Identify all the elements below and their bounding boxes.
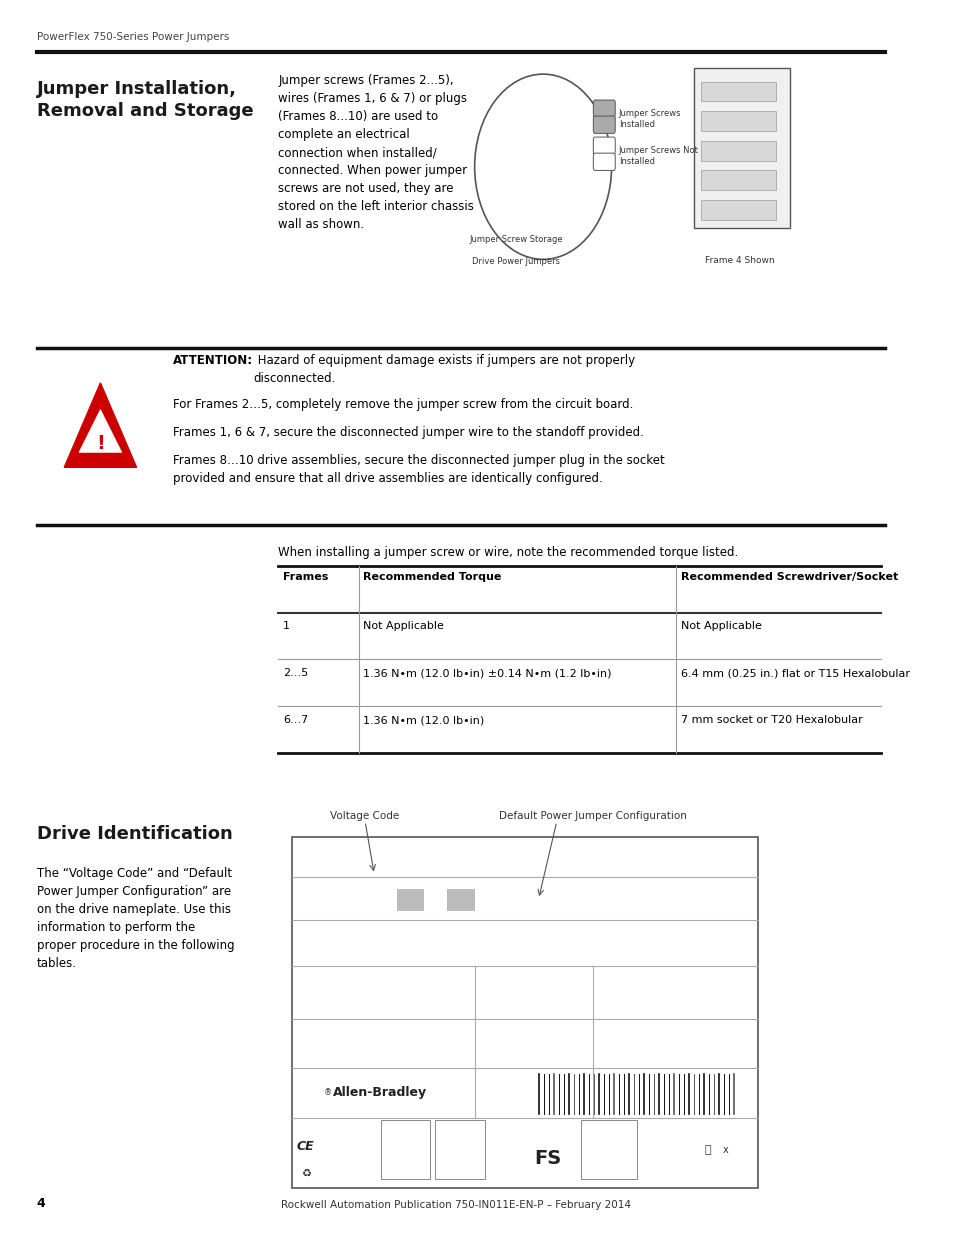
Text: 4: 4	[36, 1197, 45, 1210]
Text: 2…5: 2…5	[283, 668, 308, 678]
Text: Drive Identification: Drive Identification	[36, 825, 232, 844]
Text: Recommended Torque: Recommended Torque	[363, 572, 501, 582]
Text: Frame 4 Shown: Frame 4 Shown	[704, 256, 774, 264]
FancyBboxPatch shape	[700, 170, 775, 190]
Text: Jumper Screw Storage: Jumper Screw Storage	[469, 235, 562, 243]
FancyBboxPatch shape	[580, 1120, 637, 1179]
Text: For Frames 2…5, completely remove the jumper screw from the circuit board.: For Frames 2…5, completely remove the ju…	[173, 398, 633, 411]
Text: 6…7: 6…7	[283, 715, 308, 725]
FancyBboxPatch shape	[593, 100, 615, 117]
Text: ATTENTION:: ATTENTION:	[173, 354, 253, 368]
FancyBboxPatch shape	[292, 837, 757, 1188]
Text: 1.36 N•m (12.0 lb•in): 1.36 N•m (12.0 lb•in)	[363, 715, 484, 725]
Text: Drive Power Jumpers: Drive Power Jumpers	[471, 257, 559, 266]
Text: Allen-Bradley: Allen-Bradley	[333, 1087, 427, 1099]
Text: Recommended Screwdriver/Socket: Recommended Screwdriver/Socket	[680, 572, 898, 582]
FancyBboxPatch shape	[396, 889, 424, 911]
Text: ♻: ♻	[300, 1168, 311, 1178]
FancyBboxPatch shape	[700, 141, 775, 161]
Text: CE: CE	[296, 1140, 314, 1152]
FancyBboxPatch shape	[435, 1120, 484, 1179]
Text: Frames 8…10 drive assemblies, secure the disconnected jumper plug in the socket
: Frames 8…10 drive assemblies, secure the…	[173, 454, 664, 485]
Text: The “Voltage Code” and “Default
Power Jumper Configuration” are
on the drive nam: The “Voltage Code” and “Default Power Ju…	[36, 867, 233, 969]
Text: 7 mm socket or T20 Hexalobular: 7 mm socket or T20 Hexalobular	[680, 715, 862, 725]
Text: Frames: Frames	[283, 572, 328, 582]
Text: FS: FS	[534, 1149, 560, 1168]
Text: 1.36 N•m (12.0 lb•in) ±0.14 N•m (1.2 lb•in): 1.36 N•m (12.0 lb•in) ±0.14 N•m (1.2 lb•…	[363, 668, 611, 678]
Text: Not Applicable: Not Applicable	[680, 621, 761, 631]
Text: PowerFlex 750-Series Power Jumpers: PowerFlex 750-Series Power Jumpers	[36, 32, 229, 42]
FancyBboxPatch shape	[693, 68, 789, 228]
Text: 1: 1	[283, 621, 290, 631]
Text: Default Power Jumper Configuration: Default Power Jumper Configuration	[498, 811, 686, 821]
Text: Jumper Installation,
Removal and Storage: Jumper Installation, Removal and Storage	[36, 80, 253, 121]
Text: Hazard of equipment damage exists if jumpers are not properly
disconnected.: Hazard of equipment damage exists if jum…	[253, 354, 634, 385]
Text: Ⓔ: Ⓔ	[703, 1145, 710, 1155]
FancyBboxPatch shape	[700, 200, 775, 220]
FancyBboxPatch shape	[593, 153, 615, 170]
Text: Jumper screws (Frames 2...5),
wires (Frames 1, 6 & 7) or plugs
(Frames 8...10) a: Jumper screws (Frames 2...5), wires (Fra…	[278, 74, 474, 231]
Text: When installing a jumper screw or wire, note the recommended torque listed.: When installing a jumper screw or wire, …	[278, 546, 738, 559]
FancyBboxPatch shape	[700, 82, 775, 101]
Text: Voltage Code: Voltage Code	[330, 811, 399, 821]
Polygon shape	[79, 410, 122, 452]
Text: Frames 1, 6 & 7, secure the disconnected jumper wire to the standoff provided.: Frames 1, 6 & 7, secure the disconnected…	[173, 426, 643, 440]
Text: x: x	[722, 1145, 728, 1155]
FancyBboxPatch shape	[700, 111, 775, 131]
Text: TUV: TUV	[453, 1166, 467, 1171]
FancyBboxPatch shape	[380, 1120, 430, 1179]
Text: 6.4 mm (0.25 in.) flat or T15 Hexalobular: 6.4 mm (0.25 in.) flat or T15 Hexalobula…	[680, 668, 909, 678]
Text: Rockwell Automation Publication 750-IN011E-EN-P – February 2014: Rockwell Automation Publication 750-IN01…	[281, 1200, 631, 1210]
Text: TUV: TUV	[602, 1166, 617, 1171]
Text: TUV: TUV	[397, 1166, 412, 1171]
Text: Jumper Screws
Installed: Jumper Screws Installed	[618, 109, 680, 128]
Text: Jumper Screws Not
Installed: Jumper Screws Not Installed	[618, 146, 698, 165]
Text: ®: ®	[324, 1088, 332, 1098]
Text: △: △	[605, 1145, 613, 1155]
FancyBboxPatch shape	[593, 116, 615, 133]
Text: △: △	[456, 1145, 463, 1155]
Text: F▲: F▲	[398, 1145, 412, 1155]
Text: !: !	[96, 433, 105, 453]
Text: Not Applicable: Not Applicable	[363, 621, 444, 631]
Polygon shape	[64, 383, 136, 467]
FancyBboxPatch shape	[593, 137, 615, 154]
FancyBboxPatch shape	[447, 889, 475, 911]
